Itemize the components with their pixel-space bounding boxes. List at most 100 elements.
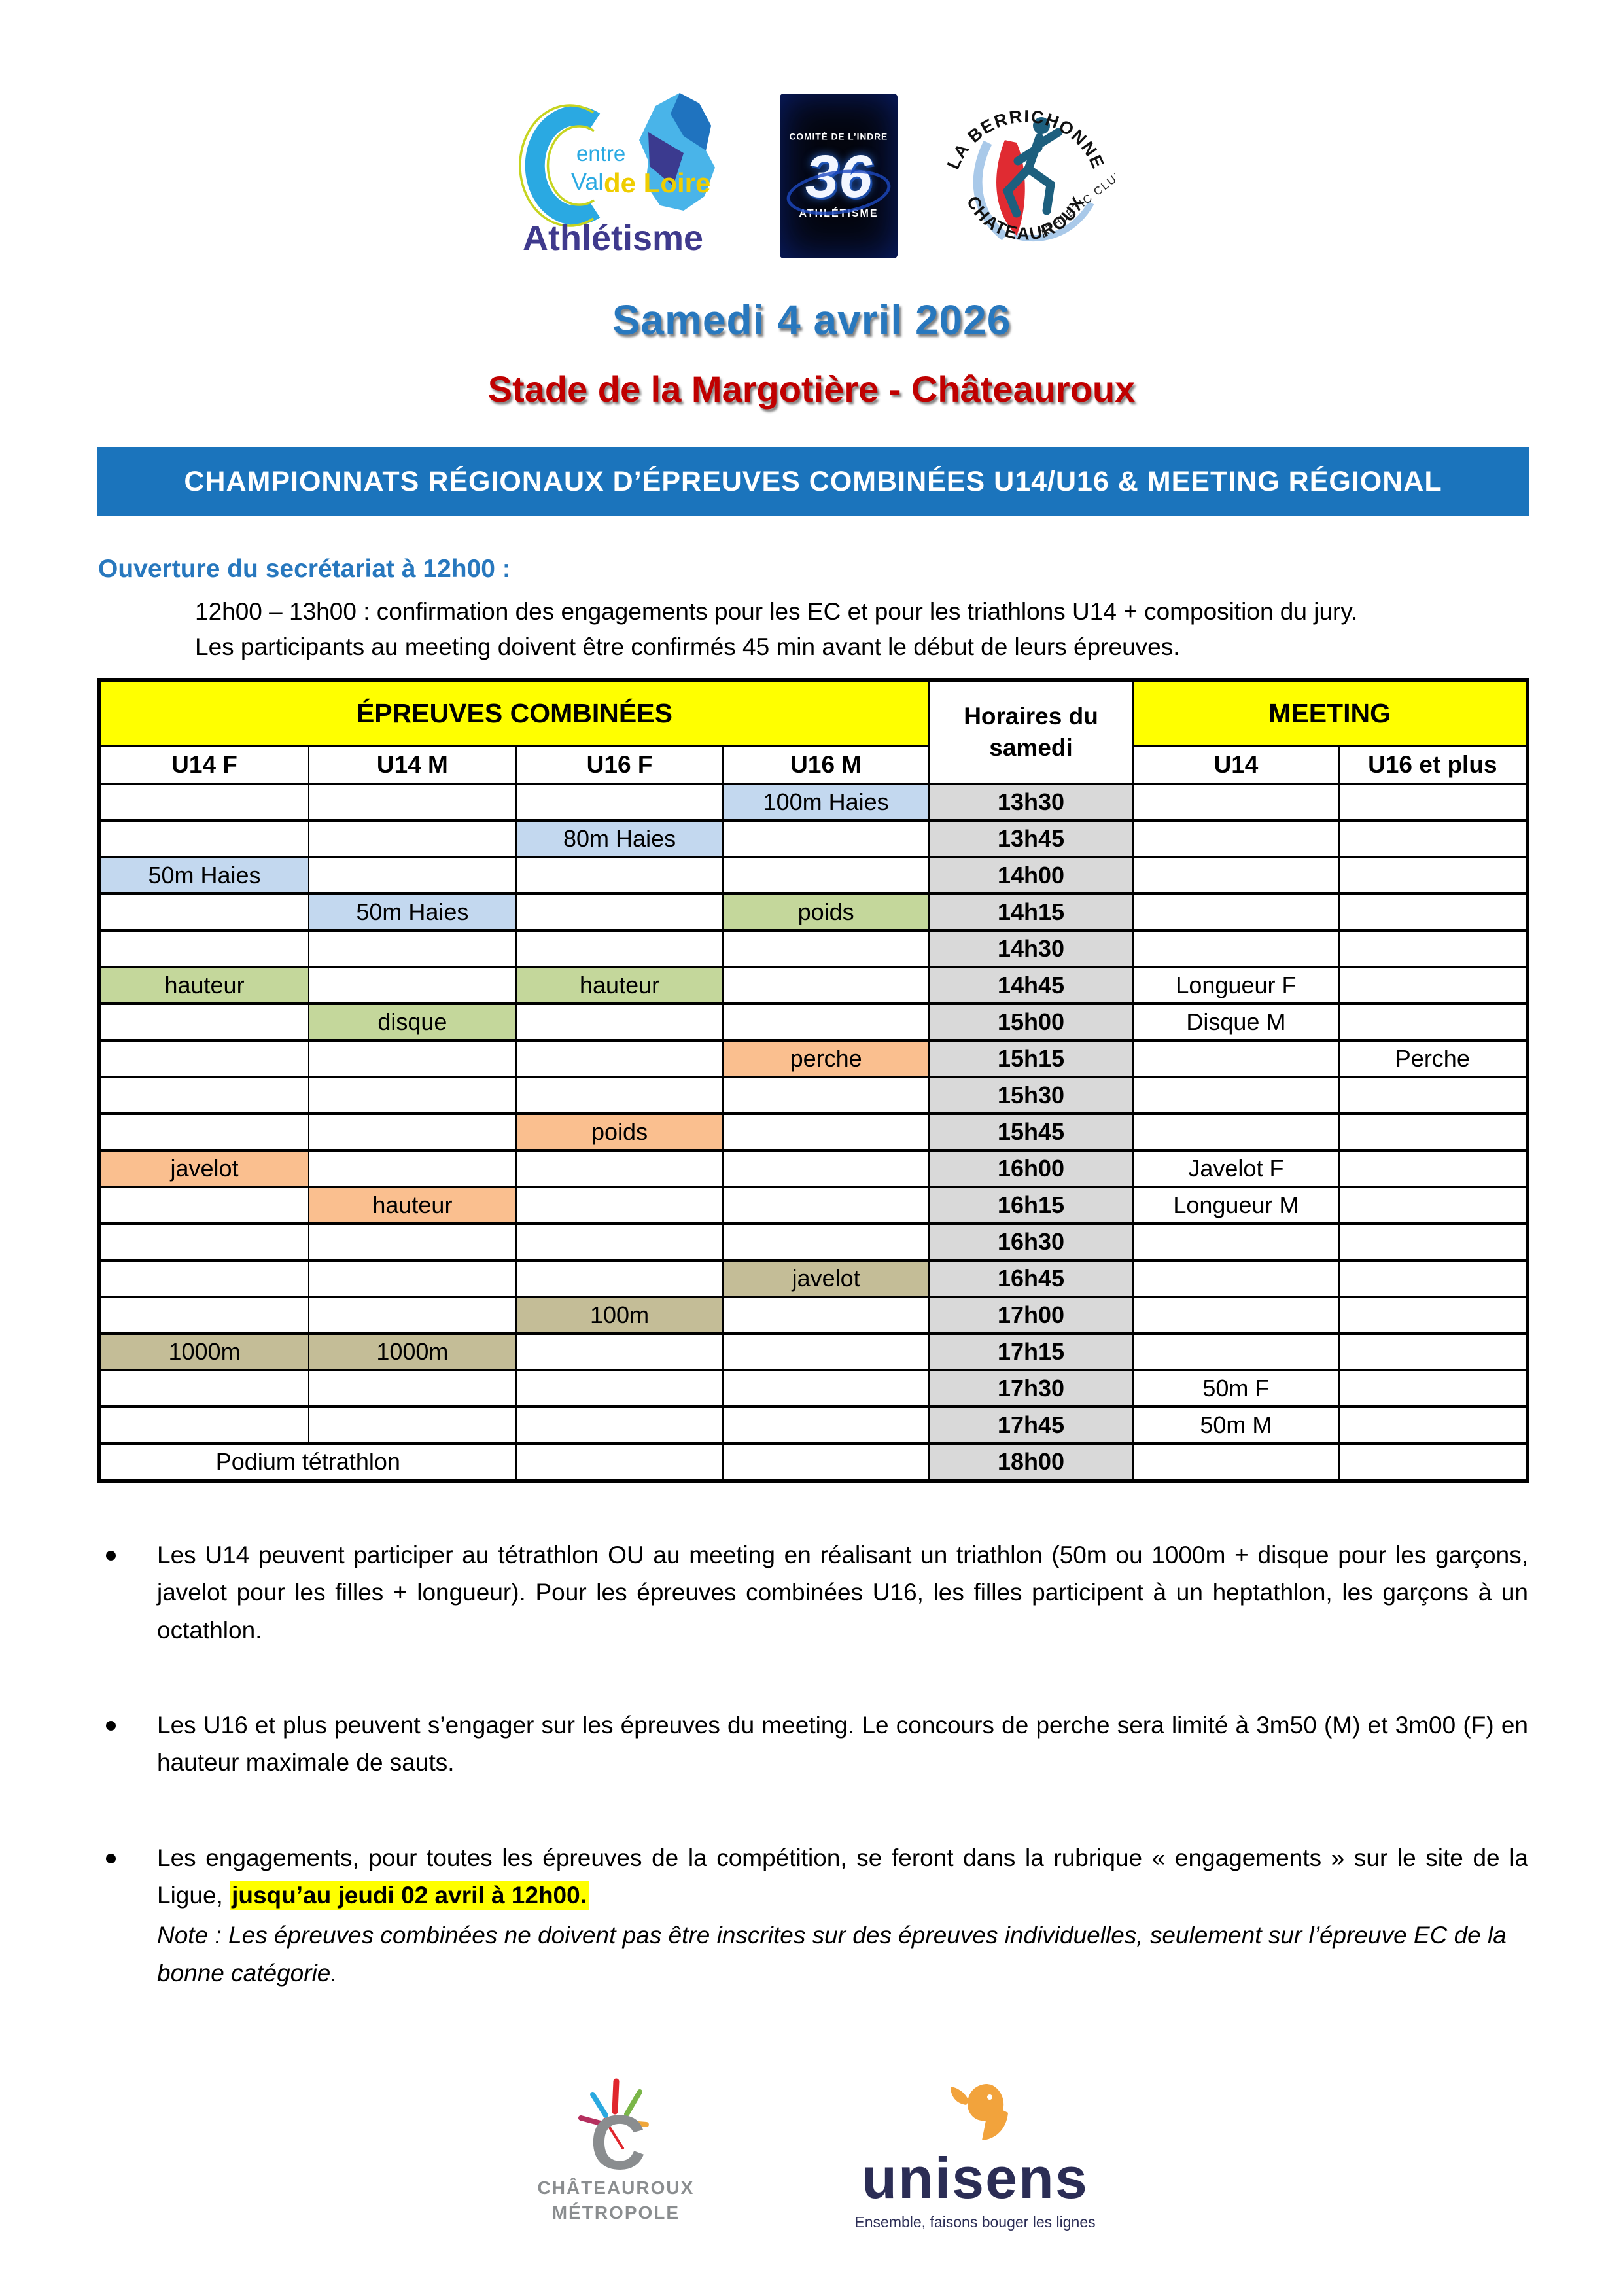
metropole-c-icon: C (590, 2100, 646, 2176)
championship-banner: CHAMPIONNATS RÉGIONAUX D’ÉPREUVES COMBIN… (97, 447, 1529, 516)
ec-cell: javelot (722, 1259, 930, 1298)
ec-cell (515, 1186, 724, 1225)
meeting-cell: Longueur F (1132, 966, 1340, 1005)
ec-cell (722, 1186, 930, 1225)
schedule-row: javelot 16h00 Javelot F (97, 1149, 1529, 1188)
ec-cell (722, 1002, 930, 1042)
ec-cell (515, 1222, 724, 1262)
ec-cell (308, 783, 517, 822)
schedule-row: 100m 17h00 (97, 1296, 1529, 1335)
ec-cell (97, 1076, 310, 1115)
cvdl-de-loire-text: de Loire (604, 168, 710, 198)
time-cell: 17h00 (928, 1296, 1134, 1335)
bottom-logos: C CHÂTEAUROUX MÉTROPOLE unisens Ensemble… (0, 2077, 1623, 2231)
meeting-cell (1132, 1259, 1340, 1298)
time-cell: 15h00 (928, 1002, 1134, 1042)
ec-cell (97, 1296, 310, 1335)
c36-athletisme-text: ATHLÉTISME (799, 208, 879, 219)
ec-cell: 80m Haies (515, 819, 724, 858)
track-c-icon (519, 103, 601, 227)
time-cell: 14h45 (928, 966, 1134, 1005)
logo-berrichonne-chateauroux: LA BERRICHONNE CHATEAUROUX ATHLÉTIC CLUB (937, 85, 1126, 266)
rays-icon (578, 2078, 650, 2149)
ec-cell (97, 892, 310, 932)
ec-cell (722, 1296, 930, 1335)
ec-cell (308, 1039, 517, 1078)
schedule-table: ÉPREUVES COMBINÉES Horaires du samedi ME… (97, 678, 1529, 1483)
schedule-header-row: ÉPREUVES COMBINÉES Horaires du samedi ME… (98, 679, 1528, 785)
schedule-row: 80m Haies 13h45 (97, 819, 1529, 858)
meeting-cell (1338, 783, 1529, 822)
unisens-tagline: Ensemble, faisons bouger les lignes (854, 2214, 1096, 2231)
meeting-cell: 50m F (1132, 1369, 1340, 1408)
cvdl-entre-text: entre (576, 141, 625, 166)
ec-cell (308, 1369, 517, 1408)
meeting-cell (1132, 819, 1340, 858)
schedule-row: disque 15h00 Disque M (97, 1002, 1529, 1042)
meeting-cell (1132, 1039, 1340, 1078)
col-u14f: U14 F (97, 745, 310, 785)
meeting-cell (1132, 1112, 1340, 1152)
ec-cell: javelot (97, 1149, 310, 1188)
ec-cell: poids (722, 892, 930, 932)
col-meeting-u14: U14 (1132, 745, 1340, 785)
time-cell: 17h15 (928, 1332, 1134, 1371)
schedule-row: 17h45 50m M (97, 1405, 1529, 1445)
map-purple-region (648, 132, 684, 186)
ec-cell (97, 1186, 310, 1225)
meeting-cell (1338, 1149, 1529, 1188)
meeting-cell: Longueur M (1132, 1186, 1340, 1225)
meeting-cell (1338, 1186, 1529, 1225)
berrichonne-top-text: LA BERRICHONNE (943, 107, 1107, 173)
time-cell: 14h30 (928, 929, 1134, 968)
ec-cell (722, 1222, 930, 1262)
time-cell: 16h15 (928, 1186, 1134, 1225)
metropole-text: MÉTROPOLE (551, 2202, 680, 2223)
schedule-row: 16h30 (97, 1222, 1529, 1262)
time-cell: 18h00 (928, 1442, 1134, 1482)
schedule-row: 15h30 (97, 1076, 1529, 1115)
venue-subtitle: Stade de la Margotière - Châteauroux (487, 368, 1136, 410)
ec-cell (97, 1112, 310, 1152)
meeting-cell: Perche (1338, 1039, 1529, 1078)
ec-cell: 50m Haies (308, 892, 517, 932)
ec-cell (515, 1039, 724, 1078)
ec-cell (722, 1149, 930, 1188)
meeting-cell (1338, 966, 1529, 1005)
meeting-cell (1132, 1442, 1340, 1482)
event-date-title: Samedi 4 avril 2026 (612, 296, 1011, 344)
meeting-cell (1338, 1296, 1529, 1335)
ec-cell (722, 1112, 930, 1152)
ec-cell: poids (515, 1112, 724, 1152)
blue-swoosh-2-icon (1013, 201, 1094, 241)
time-cell: 15h30 (928, 1076, 1134, 1115)
meeting-cell (1338, 1222, 1529, 1262)
ec-cell (308, 1076, 517, 1115)
time-cell: 13h30 (928, 783, 1134, 822)
note-text-2: Les U16 et plus peuvent s’engager sur le… (157, 1712, 1528, 1776)
ec-cell (97, 783, 310, 822)
time-cell: 17h30 (928, 1369, 1134, 1408)
ec-cell (722, 1405, 930, 1445)
meeting-cell (1132, 892, 1340, 932)
schedule-row: 14h30 (97, 929, 1529, 968)
secretariat-line-2: Les participants au meeting doivent être… (195, 633, 1180, 660)
notes-list: Les U14 peuvent participer au tétrathlon… (98, 1536, 1528, 1992)
schedule-row: 100m Haies 13h30 (97, 783, 1529, 822)
secretariat-section: Ouverture du secrétariat à 12h00 : 12h00… (98, 555, 1531, 664)
meeting-cell: Disque M (1132, 1002, 1340, 1042)
ec-cell (308, 966, 517, 1005)
ec-cell (515, 929, 724, 968)
note-item-engagements: Les engagements, pour toutes les épreuve… (98, 1839, 1528, 1992)
meeting-cell: 50m M (1132, 1405, 1340, 1445)
ec-cell (308, 1296, 517, 1335)
ec-cell: 100m (515, 1296, 724, 1335)
schedule-row: 50m Haies 14h00 (97, 856, 1529, 895)
time-cell: 13h45 (928, 819, 1134, 858)
meeting-cell (1338, 1259, 1529, 1298)
ec-cell (722, 1332, 930, 1371)
note-item-u14: Les U14 peuvent participer au tétrathlon… (98, 1536, 1528, 1649)
ec-cell (308, 1259, 517, 1298)
unisens-name: unisens (862, 2146, 1089, 2210)
